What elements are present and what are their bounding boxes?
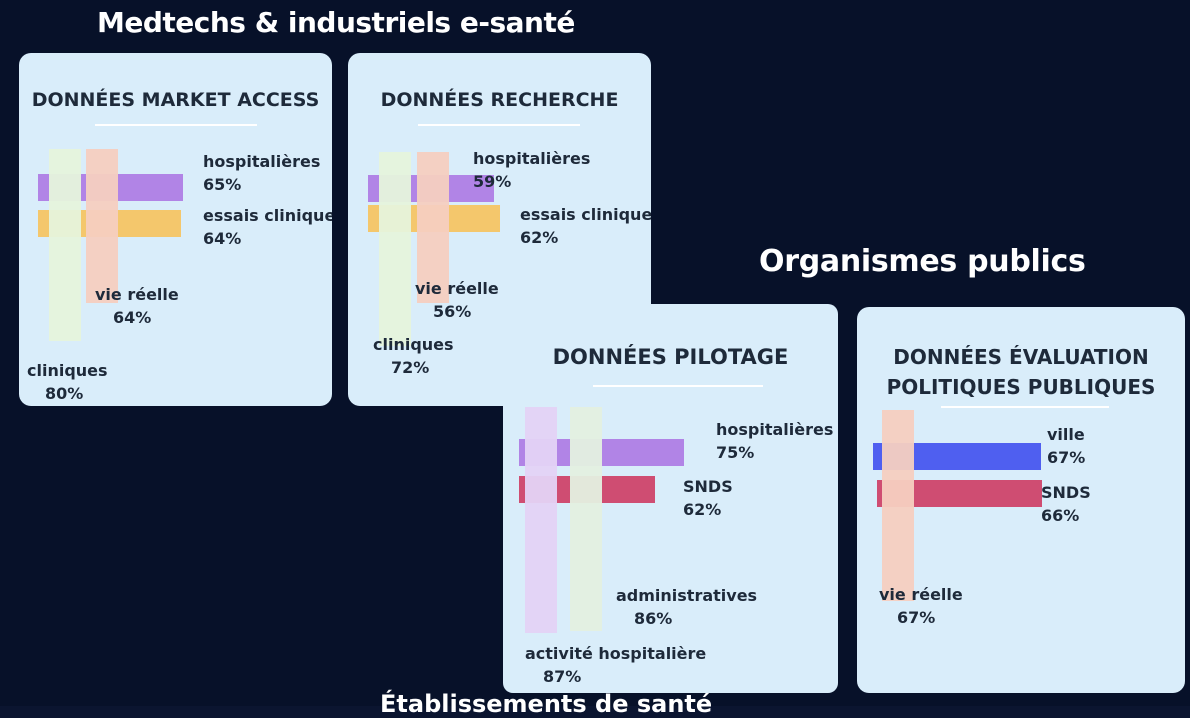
data-label: activité hospitalière 87% xyxy=(525,642,706,688)
data-label: vie réelle 56% xyxy=(415,277,499,323)
value-label: 75% xyxy=(716,443,755,462)
category-label: vie réelle xyxy=(95,285,179,304)
data-label: cliniques 72% xyxy=(373,333,454,379)
value-label: 66% xyxy=(1041,506,1080,525)
data-label: vie réelle 64% xyxy=(95,283,179,329)
category-label: vie réelle xyxy=(415,279,499,298)
card-title: DONNÉES PILOTAGE xyxy=(552,345,789,369)
category-label: administratives xyxy=(616,586,758,605)
data-label: hospitalières 75% xyxy=(716,418,833,464)
card-title-line1: DONNÉES ÉVALUATION xyxy=(893,345,1149,369)
card-market-access: DONNÉES MARKET ACCESS hospitalières 65% es… xyxy=(19,53,332,406)
data-label: hospitalières 65% xyxy=(203,150,320,196)
bar-vie-réelle xyxy=(86,149,118,303)
value-label: 62% xyxy=(520,228,559,247)
bar-administratives xyxy=(570,407,602,631)
bar-vie-réelle xyxy=(882,410,914,601)
divider xyxy=(418,124,580,126)
category-label: ville xyxy=(1047,425,1085,444)
bar-activité-hospitalière xyxy=(525,407,557,633)
divider xyxy=(593,385,763,387)
card-pilotage: DONNÉES PILOTAGE hospitalières 75% SNDS 62%… xyxy=(503,304,838,693)
bar-cliniques xyxy=(379,152,411,346)
value-label: 72% xyxy=(391,358,430,377)
category-label: essais cliniques xyxy=(203,206,332,225)
section-title-medtech: Medtechs & industriels e-santé xyxy=(97,6,575,39)
value-label: 67% xyxy=(1047,448,1086,467)
data-label: ville 67% xyxy=(1047,423,1085,469)
category-label: SNDS xyxy=(683,477,733,496)
value-label: 67% xyxy=(897,608,936,627)
data-label: SNDS 66% xyxy=(1041,481,1091,527)
category-label: cliniques xyxy=(373,335,454,354)
section-title-public: Organismes publics xyxy=(759,244,1086,279)
card-title-line2: POLITIQUES PUBLIQUES xyxy=(886,375,1156,399)
value-label: 59% xyxy=(473,172,512,191)
value-label: 87% xyxy=(543,667,582,686)
value-label: 62% xyxy=(683,500,722,519)
category-label: hospitalières xyxy=(473,149,591,168)
category-label: activité hospitalière xyxy=(525,644,707,663)
divider xyxy=(941,406,1109,408)
value-label: 64% xyxy=(113,308,152,327)
category-label: hospitalières xyxy=(203,152,321,171)
category-label: hospitalières xyxy=(716,420,834,439)
value-label: 65% xyxy=(203,175,242,194)
data-label: SNDS 62% xyxy=(683,475,733,521)
bar-cliniques xyxy=(49,149,81,341)
value-label: 86% xyxy=(634,609,673,628)
section-title-bottom: Établissements de santé xyxy=(380,690,713,718)
data-label: essais cliniques 64% xyxy=(203,204,332,250)
card-evaluation: DONNÉES ÉVALUATION POLITIQUES PUBLIQUES … xyxy=(857,307,1185,693)
data-label: cliniques 80% xyxy=(27,359,108,405)
card-title: DONNÉES RECHERCHE xyxy=(380,89,619,111)
divider xyxy=(95,124,257,126)
card-title: DONNÉES MARKET ACCESS xyxy=(31,89,320,111)
data-label: vie réelle 67% xyxy=(879,583,963,629)
bar-vie-réelle xyxy=(417,152,449,303)
category-label: vie réelle xyxy=(879,585,963,604)
category-label: essais cliniques xyxy=(520,205,651,224)
category-label: cliniques xyxy=(27,361,108,380)
data-label: administratives 86% xyxy=(616,584,757,630)
data-label: hospitalières 59% xyxy=(473,147,590,193)
value-label: 64% xyxy=(203,229,242,248)
category-label: SNDS xyxy=(1041,483,1091,502)
value-label: 56% xyxy=(433,302,472,321)
data-label: essais cliniques 62% xyxy=(520,203,651,249)
value-label: 80% xyxy=(45,384,84,403)
